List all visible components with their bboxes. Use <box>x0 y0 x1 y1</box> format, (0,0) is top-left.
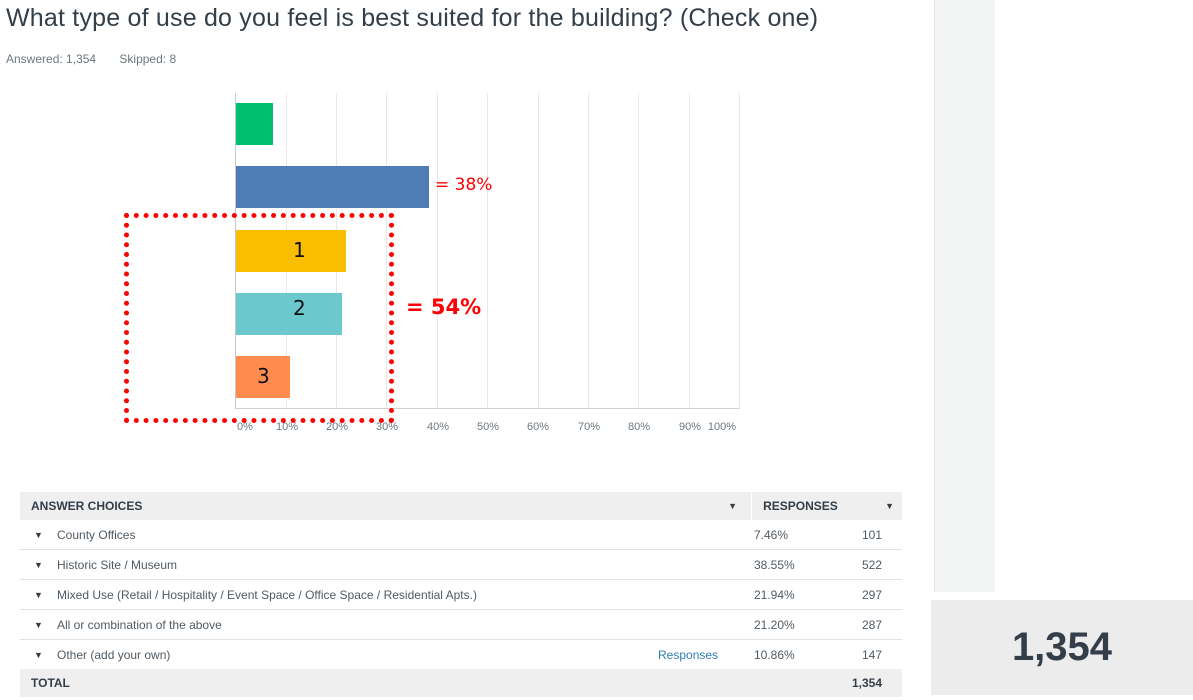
x-tick: 30% <box>375 421 399 433</box>
table-row: ▼ All or combination of the above 21.20%… <box>20 610 902 640</box>
x-axis <box>235 408 739 409</box>
question-title: What type of use do you feel is best sui… <box>6 4 819 32</box>
expand-caret-icon[interactable]: ▼ <box>34 649 43 660</box>
bar-county-offices[interactable] <box>236 103 273 145</box>
bar-number-1: 1 <box>293 238 306 262</box>
bar-mixed-use[interactable] <box>236 230 346 272</box>
x-tick: 70% <box>577 421 601 433</box>
table-row: ▼ Historic Site / Museum 38.55% 522 <box>20 550 902 580</box>
sort-caret-icon[interactable]: ▼ <box>728 501 738 511</box>
header-responses[interactable]: RESPONSES <box>763 499 838 513</box>
bar-number-3: 3 <box>257 364 270 388</box>
answered-count: Answered: 1,354 <box>6 52 97 66</box>
x-tick: 50% <box>476 421 500 433</box>
x-tick: 90% <box>678 421 702 433</box>
bar-all-or-combination[interactable] <box>236 293 342 335</box>
bar-other[interactable] <box>236 356 290 398</box>
zoomed-total-callout: 1,354 <box>931 600 1193 695</box>
x-tick: 60% <box>526 421 550 433</box>
gridline <box>588 93 589 409</box>
gridline <box>487 93 488 409</box>
highlight-dotted-box <box>124 213 394 423</box>
header-answer-choices[interactable]: ANSWER CHOICES <box>31 499 143 513</box>
table-total-row: TOTAL 1,354 <box>20 669 902 697</box>
x-tick: 10% <box>275 421 299 433</box>
annotation-54: = 54% <box>406 295 482 319</box>
total-count: 1,354 <box>851 676 882 690</box>
expand-caret-icon[interactable]: ▼ <box>34 589 43 600</box>
bar-historic-site[interactable] <box>236 166 429 208</box>
sort-caret-icon[interactable]: ▼ <box>885 501 894 511</box>
x-tick: 0% <box>237 421 253 433</box>
gridline <box>739 93 740 409</box>
gridline <box>386 93 387 409</box>
gridline <box>437 93 438 409</box>
skipped-count: Skipped: 8 <box>119 52 177 66</box>
bar-chart: County Offices Historic Site/ Museum Mix… <box>0 0 760 450</box>
y-axis <box>235 93 236 409</box>
response-summary: Answered: 1,354 Skipped: 8 <box>6 52 196 66</box>
table-row: ▼ Other (add your own) Responses 10.86% … <box>20 640 902 669</box>
x-tick: 100% <box>707 421 737 433</box>
x-tick: 40% <box>426 421 450 433</box>
expand-caret-icon[interactable]: ▼ <box>34 559 43 570</box>
responses-table: ANSWER CHOICES ▼ RESPONSES ▼ ▼ County Of… <box>20 492 902 697</box>
table-row: ▼ County Offices 7.46% 101 <box>20 520 902 550</box>
gridline <box>638 93 639 409</box>
expand-caret-icon[interactable]: ▼ <box>34 619 43 630</box>
table-header: ANSWER CHOICES ▼ RESPONSES ▼ <box>20 492 902 520</box>
x-tick: 20% <box>325 421 349 433</box>
bar-number-2: 2 <box>293 296 306 320</box>
side-panel <box>934 0 995 592</box>
x-tick: 80% <box>627 421 651 433</box>
gridline <box>538 93 539 409</box>
annotation-38: = 38% <box>435 175 493 195</box>
gridline <box>689 93 690 409</box>
expand-caret-icon[interactable]: ▼ <box>34 529 43 540</box>
table-row: ▼ Mixed Use (Retail / Hospitality / Even… <box>20 580 902 610</box>
responses-link[interactable]: Responses <box>658 647 719 662</box>
